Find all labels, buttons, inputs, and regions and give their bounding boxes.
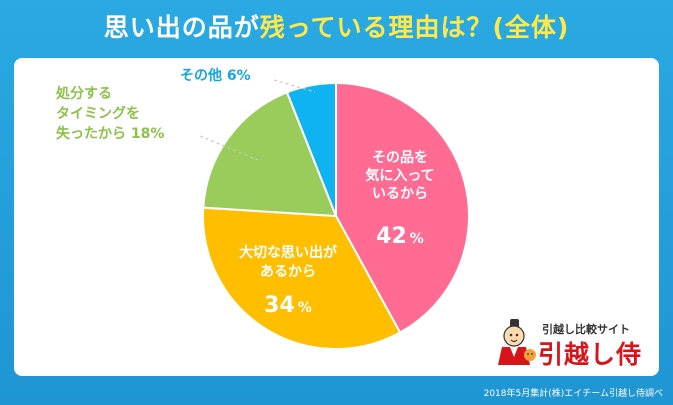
- chart-title-part2: 残っている理由は？(全体): [259, 13, 570, 42]
- slice-missed-timing: [202, 91, 338, 218]
- hikkoshi-samurai-logo: 引越し比較サイト 引越し侍: [490, 315, 655, 370]
- slice-other: [285, 81, 337, 217]
- slice-important-memory-label: あるから: [260, 264, 316, 280]
- chart-title: 思い出の品が残っている理由は？(全体): [0, 12, 673, 44]
- slice-like-item-label: いるから: [372, 186, 428, 202]
- slice-like-item-label: その品を: [372, 150, 428, 166]
- slice-missed-timing-leader-line: [199, 135, 259, 161]
- slice-missed-timing-label: 処分する: [55, 85, 112, 102]
- source-note: 2018年5月集計(株)エイチーム引越し侍調べ: [483, 389, 663, 399]
- samurai-mascot-icon: [498, 319, 536, 365]
- slice-important-memory: [202, 206, 402, 350]
- slice-missed-timing-label: 失ったから 18%: [56, 125, 164, 142]
- slice-other-label: その他 6%: [180, 67, 251, 84]
- slice-like-item-value: 42%: [376, 224, 424, 249]
- chart-title-part1: 思い出の品が: [103, 13, 260, 42]
- slice-like-item-label: 気に入って: [365, 167, 434, 184]
- logo-subtitle: 引越し比較サイト: [542, 323, 630, 336]
- logo-title: 引越し侍: [538, 340, 643, 369]
- slice-important-memory-value: 34%: [264, 293, 312, 318]
- slice-important-memory-label: 大切な思い出が: [239, 244, 338, 261]
- slice-other-leader-line: [273, 79, 316, 93]
- slice-like-item: [335, 81, 470, 334]
- slice-missed-timing-label: タイミングを: [56, 105, 140, 122]
